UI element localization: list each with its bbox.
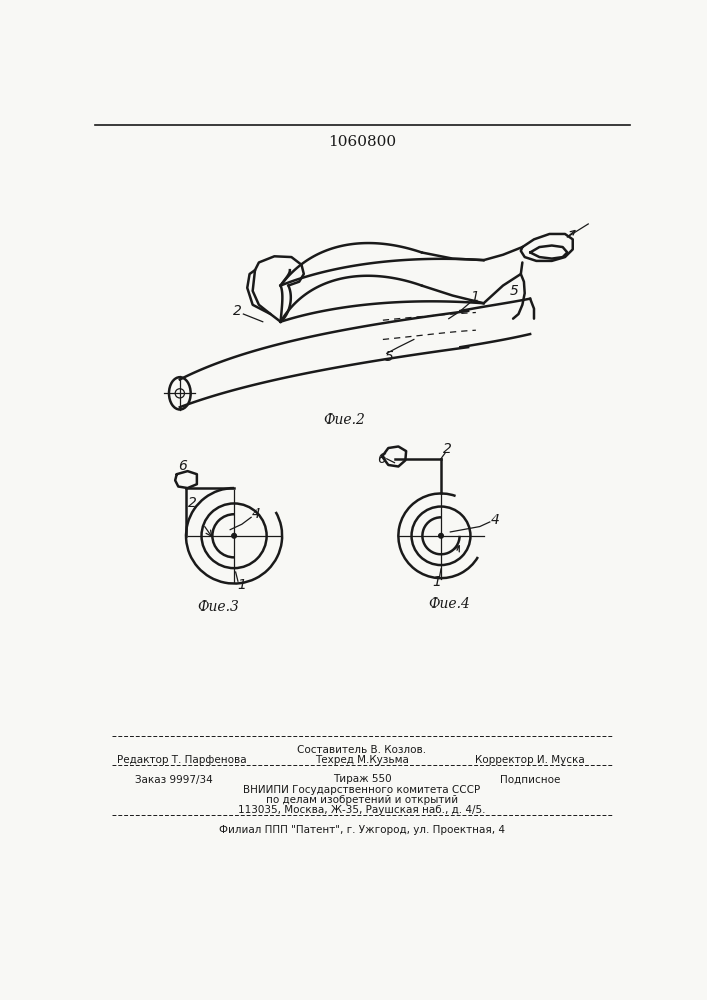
Text: Подписное: Подписное — [500, 774, 561, 784]
Text: Заказ 9997/34: Заказ 9997/34 — [135, 774, 213, 784]
Text: 2: 2 — [188, 496, 197, 510]
Text: 2: 2 — [443, 442, 452, 456]
Text: 1060800: 1060800 — [328, 135, 396, 149]
Circle shape — [232, 533, 236, 538]
Text: 5: 5 — [385, 350, 394, 364]
Text: Корректор И. Муска: Корректор И. Муска — [475, 755, 585, 765]
Text: Техред М.Кузьма: Техред М.Кузьма — [315, 755, 409, 765]
Text: 5: 5 — [510, 284, 519, 298]
Text: 113035, Москва, Ж-35, Раушская наб., д. 4/5.: 113035, Москва, Ж-35, Раушская наб., д. … — [238, 805, 486, 815]
Text: 1: 1 — [470, 290, 479, 304]
Text: 1: 1 — [433, 575, 442, 589]
Text: 6: 6 — [177, 460, 187, 474]
Text: Тираж 550: Тираж 550 — [332, 774, 391, 784]
Text: 1: 1 — [238, 578, 246, 592]
Circle shape — [438, 533, 443, 538]
Text: 4: 4 — [491, 513, 500, 527]
Text: ВНИИПИ Государственного комитета СССР: ВНИИПИ Государственного комитета СССР — [243, 785, 481, 795]
Text: Фие.3: Фие.3 — [198, 600, 240, 614]
Text: Фие.4: Фие.4 — [428, 597, 469, 611]
Text: по делам изобретений и открытий: по делам изобретений и открытий — [266, 795, 458, 805]
Text: Составитель В. Козлов.: Составитель В. Козлов. — [298, 745, 426, 755]
Text: 4: 4 — [251, 507, 260, 521]
Text: Филиал ППП "Патент", г. Ужгород, ул. Проектная, 4: Филиал ППП "Патент", г. Ужгород, ул. Про… — [219, 825, 505, 835]
Text: Редактор Т. Парфенова: Редактор Т. Парфенова — [117, 755, 246, 765]
Text: 2: 2 — [233, 304, 242, 318]
Text: Фие.2: Фие.2 — [323, 413, 365, 427]
Text: 6: 6 — [377, 452, 386, 466]
